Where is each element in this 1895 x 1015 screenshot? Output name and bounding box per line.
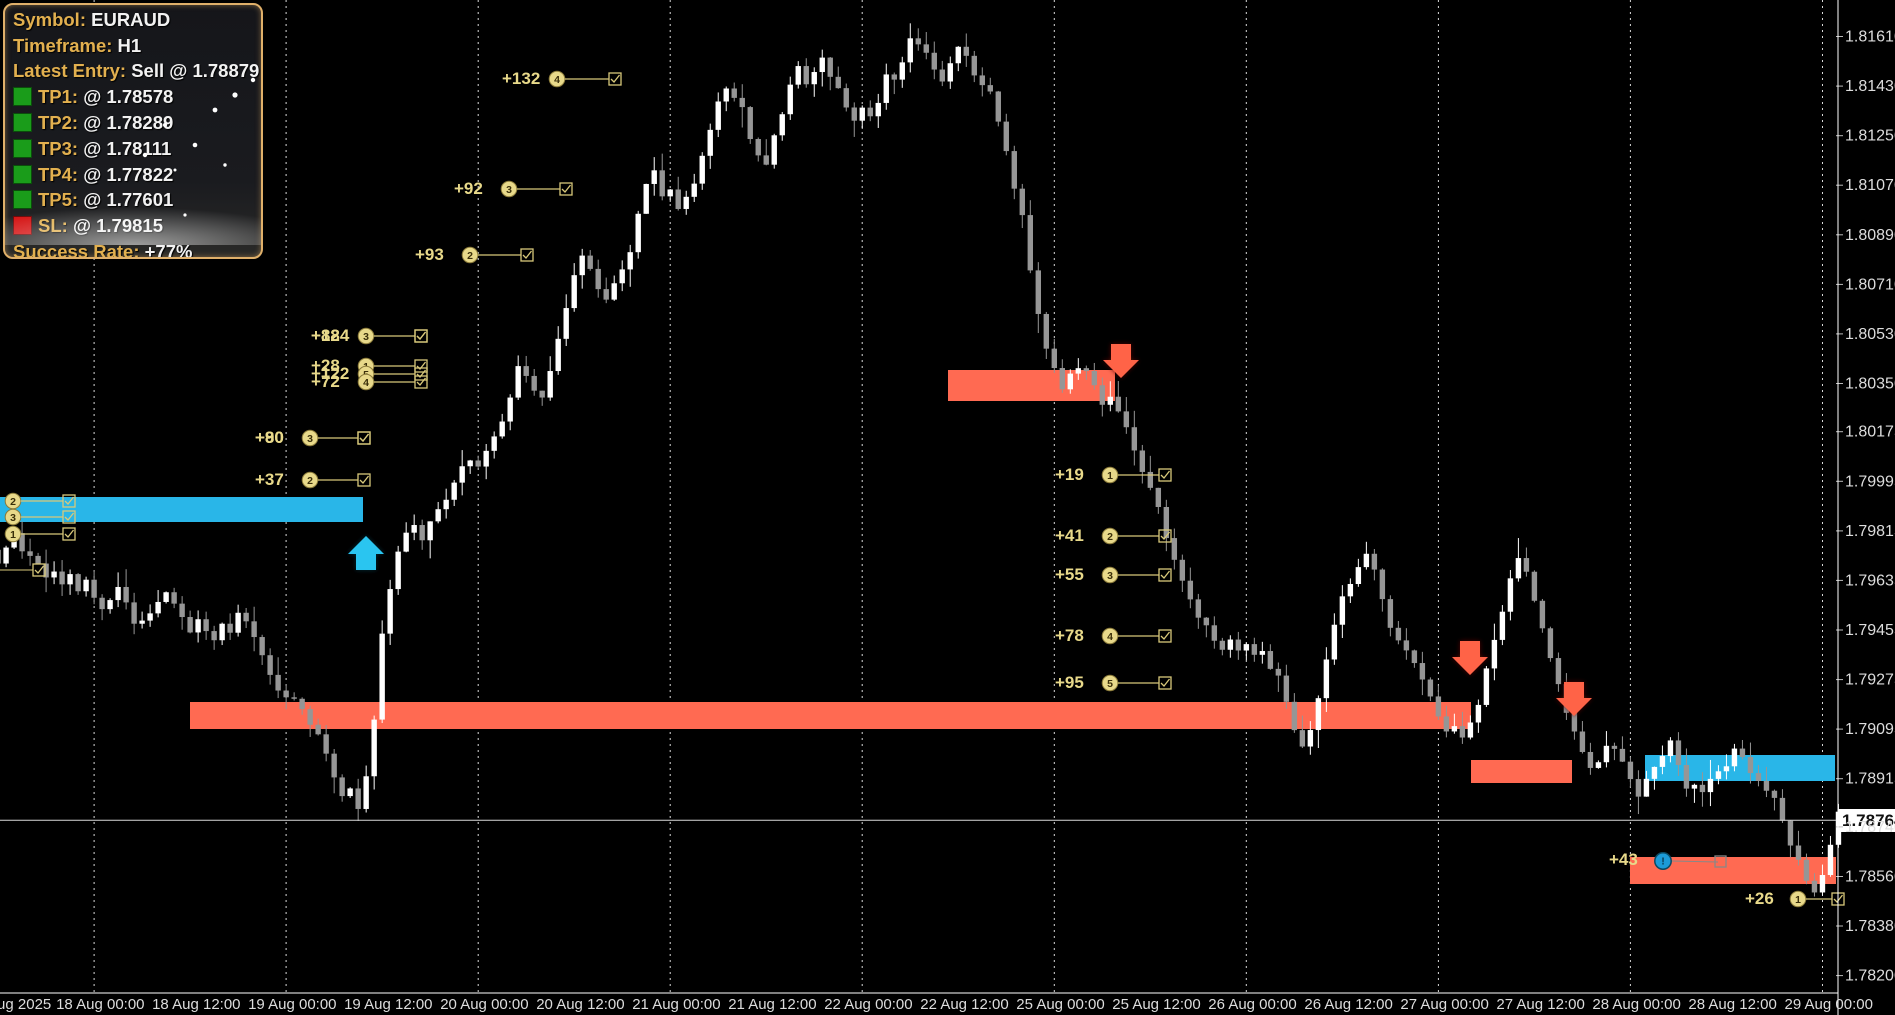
svg-text:21 Aug 00:00: 21 Aug 00:00 [632,996,720,1013]
svg-text:28 Aug 00:00: 28 Aug 00:00 [1592,996,1680,1013]
svg-text:26 Aug 12:00: 26 Aug 12:00 [1304,996,1392,1013]
svg-text:25 Aug 00:00: 25 Aug 00:00 [1016,996,1104,1013]
svg-text:1.80350: 1.80350 [1845,376,1895,393]
svg-text:+72: +72 [311,372,340,391]
svg-text:1.80710: 1.80710 [1845,276,1895,293]
svg-text:19 Aug 12:00: 19 Aug 12:00 [344,996,432,1013]
svg-text:25 Aug 12:00: 25 Aug 12:00 [1112,996,1200,1013]
svg-text:+93: +93 [415,245,444,264]
svg-text:20 Aug 12:00: 20 Aug 12:00 [536,996,624,1013]
svg-text:+95: +95 [1055,673,1084,692]
svg-text:2: 2 [307,475,313,487]
svg-text:27 Aug 12:00: 27 Aug 12:00 [1496,996,1584,1013]
svg-text:1: 1 [1107,470,1113,482]
svg-text:18 Aug 12:00: 18 Aug 12:00 [152,996,240,1013]
svg-text:1.81610: 1.81610 [1845,29,1895,46]
svg-text:3: 3 [506,184,512,196]
svg-text:1.79635: 1.79635 [1845,572,1895,589]
svg-text:18 Aug 00:00: 18 Aug 00:00 [56,996,144,1013]
svg-text:1.78915: 1.78915 [1845,771,1895,788]
svg-text:1.81070: 1.81070 [1845,177,1895,194]
svg-text:+41: +41 [1055,526,1084,545]
svg-text:1.79995: 1.79995 [1845,473,1895,490]
svg-text:19 Aug 00:00: 19 Aug 00:00 [248,996,336,1013]
svg-text:1.81250: 1.81250 [1845,128,1895,145]
svg-text:22 Aug 12:00: 22 Aug 12:00 [920,996,1008,1013]
svg-text:+132: +132 [502,69,540,88]
svg-text:1: 1 [10,529,16,541]
svg-text:2: 2 [467,250,473,262]
svg-text:5: 5 [1107,678,1113,690]
svg-text:26 Aug 00:00: 26 Aug 00:00 [1208,996,1296,1013]
svg-text:4: 4 [554,74,560,86]
svg-text:20 Aug 00:00: 20 Aug 00:00 [440,996,528,1013]
svg-text:1.79275: 1.79275 [1845,672,1895,689]
svg-text:1.79815: 1.79815 [1845,523,1895,540]
svg-text:15 Aug 2025: 15 Aug 2025 [0,996,51,1013]
svg-text:2: 2 [10,496,16,508]
svg-text:1.81430: 1.81430 [1845,78,1895,95]
svg-text:3: 3 [307,433,313,445]
svg-text:1.78380: 1.78380 [1845,918,1895,935]
svg-text:+19: +19 [1055,465,1084,484]
svg-text:+92: +92 [454,179,483,198]
svg-text:+78: +78 [1055,626,1084,645]
svg-text:1: 1 [1795,894,1801,906]
svg-text:1.79095: 1.79095 [1845,721,1895,738]
svg-text:28 Aug 12:00: 28 Aug 12:00 [1688,996,1776,1013]
svg-text:+26: +26 [1745,889,1774,908]
svg-text:1.80530: 1.80530 [1845,326,1895,343]
svg-text:3: 3 [363,331,369,343]
svg-text:!: ! [1661,857,1664,868]
svg-text:+55: +55 [1055,565,1084,584]
svg-text:21 Aug 12:00: 21 Aug 12:00 [728,996,816,1013]
svg-text:1.80175: 1.80175 [1845,424,1895,441]
svg-text:+80: +80 [255,428,284,447]
svg-text:4: 4 [363,377,369,389]
svg-text:+43: +43 [1609,850,1638,869]
svg-text:1.78560: 1.78560 [1845,869,1895,886]
svg-text:1.78740: 1.78740 [1845,819,1895,836]
svg-text:22 Aug 00:00: 22 Aug 00:00 [824,996,912,1013]
svg-text:4: 4 [1107,631,1113,643]
svg-text:3: 3 [10,512,16,524]
svg-text:27 Aug 00:00: 27 Aug 00:00 [1400,996,1488,1013]
svg-text:1.80890: 1.80890 [1845,227,1895,244]
svg-text:1.78200: 1.78200 [1845,968,1895,985]
svg-text:+88: +88 [311,326,340,345]
svg-text:3: 3 [1107,570,1113,582]
svg-text:2: 2 [1107,531,1113,543]
svg-text:+37: +37 [255,470,284,489]
svg-text:1.79455: 1.79455 [1845,622,1895,639]
svg-text:29 Aug 00:00: 29 Aug 00:00 [1785,996,1873,1013]
